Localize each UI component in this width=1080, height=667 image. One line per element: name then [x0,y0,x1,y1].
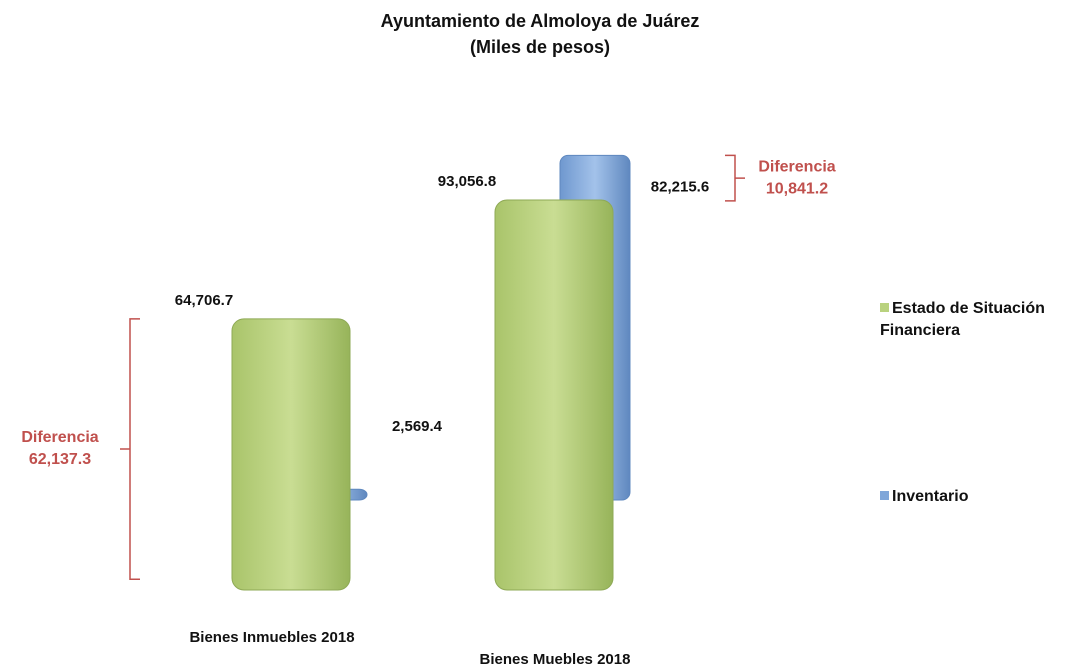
legend-item: Estado de Situación Financiera [880,298,1075,342]
data-label: 2,569.4 [392,418,443,435]
legend-label: Inventario [892,488,969,505]
x-tick-label: Bienes Muebles 2018 [480,651,631,667]
data-label: 64,706.7 [175,292,233,309]
difference-bracket [120,318,140,580]
bar [231,318,351,591]
x-tick-label: Bienes Inmuebles 2018 [189,629,354,646]
legend-swatch [880,491,889,500]
legend-label: Estado de Situación Financiera [880,300,1045,339]
annotation: 62,137.3 [29,451,91,468]
data-label: 82,215.6 [651,178,709,195]
annotation: Diferencia [758,158,835,175]
difference-bracket [725,154,745,202]
annotation: Diferencia [21,429,98,446]
data-label: 93,056.8 [438,173,496,190]
bar [494,199,614,591]
chart-subtitle: (Miles de pesos) [470,37,610,57]
chart-title: Ayuntamiento de Almoloya de Juárez [381,11,700,31]
legend-swatch [880,303,889,312]
annotation: 10,841.2 [766,180,828,197]
legend-item: Inventario [880,486,1075,508]
